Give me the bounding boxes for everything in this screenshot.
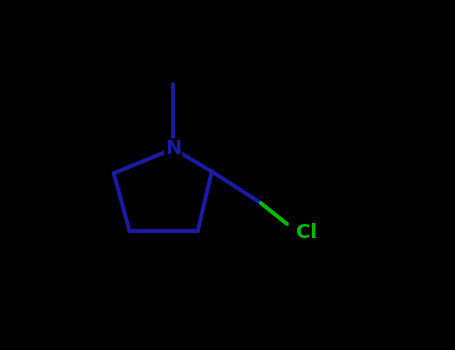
Text: Cl: Cl xyxy=(296,223,317,242)
Text: N: N xyxy=(165,139,182,158)
